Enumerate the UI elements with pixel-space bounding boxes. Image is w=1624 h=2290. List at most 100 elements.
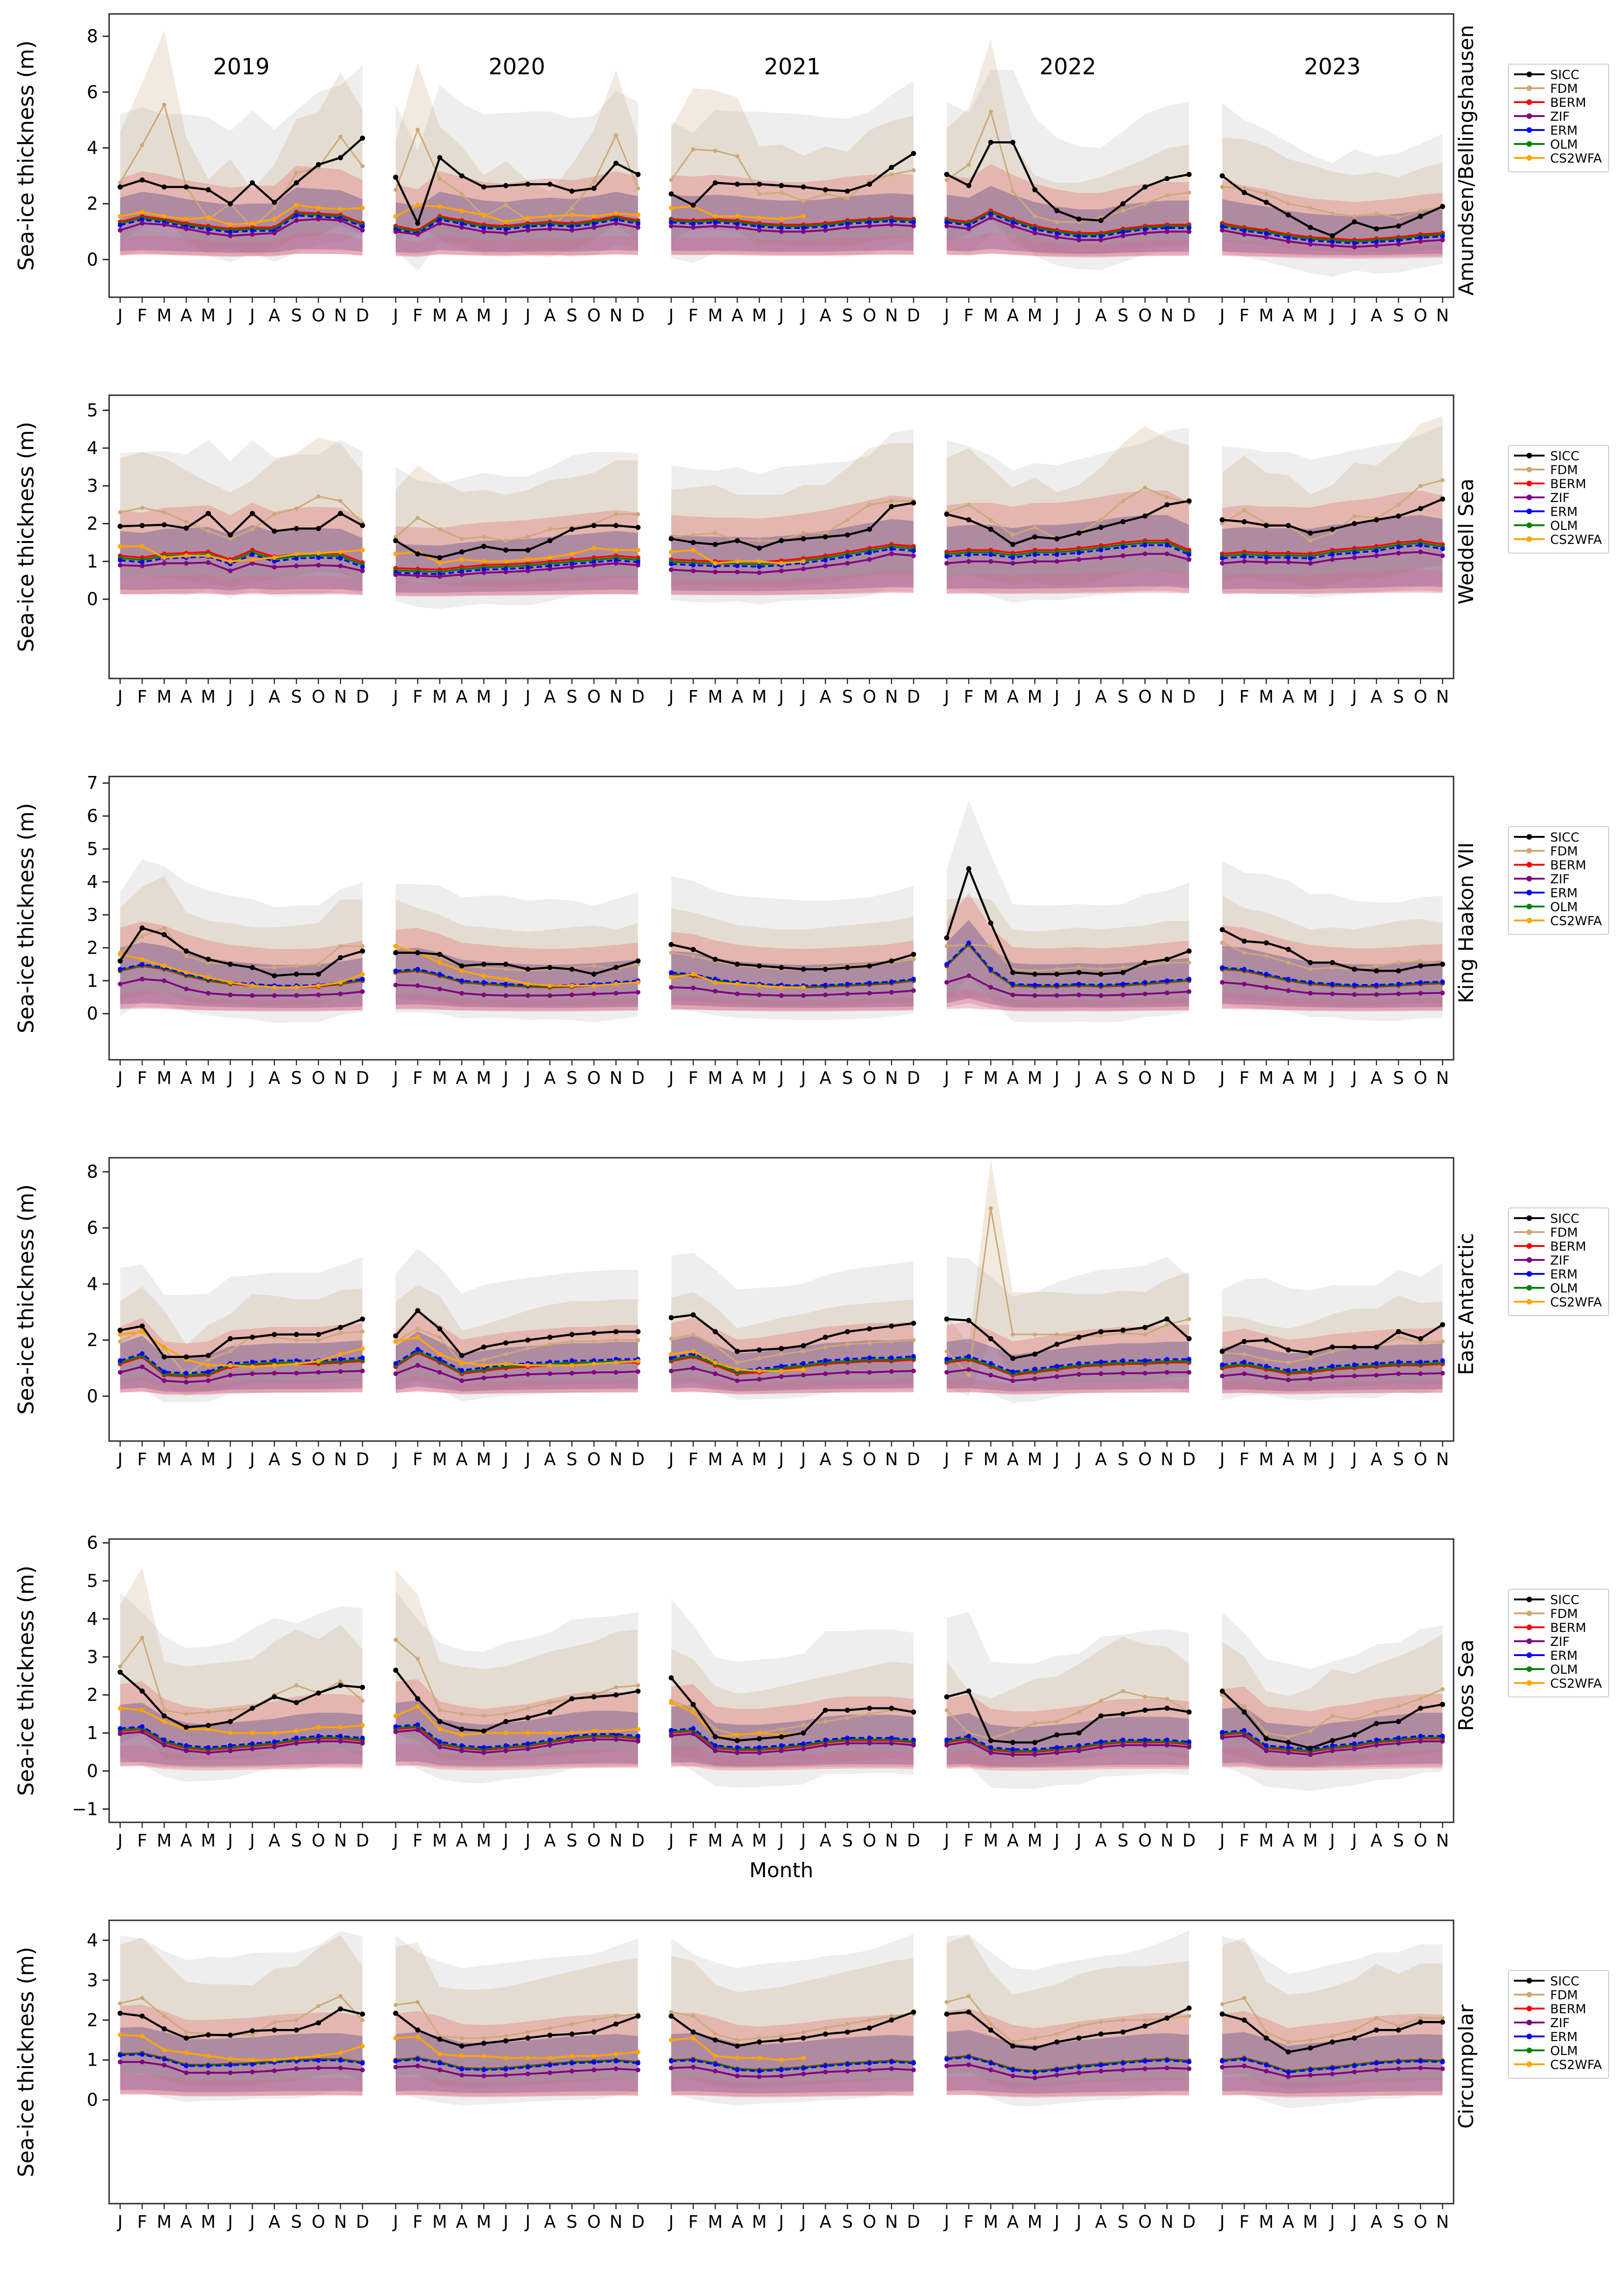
series-marker-fdm [316, 1338, 321, 1343]
series-marker-fdm [757, 1356, 762, 1361]
series-marker-sicc [988, 527, 993, 532]
series-marker-erm [1010, 220, 1015, 225]
series-marker-fdm [1242, 1704, 1246, 1709]
series-marker-sicc [889, 1323, 894, 1329]
series-marker-zif [1330, 992, 1335, 997]
series-marker-zif [1264, 985, 1269, 990]
x-tick-label: A [268, 1449, 280, 1469]
series-marker-cs2wfa [459, 2054, 464, 2059]
series-marker-erm [206, 1745, 211, 1750]
series-marker-zif [867, 1370, 872, 1375]
series-marker-cs2wfa [437, 1351, 442, 1357]
legend-marker-sicc [1526, 1597, 1532, 1602]
x-tick-label: J [1329, 1068, 1335, 1088]
series-marker-cs2wfa [591, 546, 596, 551]
x-tick-label: M [983, 306, 998, 326]
series-marker-erm [1187, 1739, 1192, 1744]
series-marker-zif [691, 225, 696, 230]
series-marker-fdm [1055, 1719, 1059, 1724]
series-marker-zif [503, 569, 509, 574]
series-marker-fdm [1396, 502, 1401, 507]
series-line-zif [395, 222, 639, 235]
series-marker-cs2wfa [503, 559, 509, 564]
series-marker-fdm [1242, 1352, 1246, 1357]
series-marker-zif [823, 1742, 828, 1748]
legend-label-berm: BERM [1550, 96, 1586, 110]
series-marker-fdm [206, 529, 210, 534]
series-marker-erm [635, 1734, 640, 1739]
y-tick-label: 2 [87, 2010, 98, 2030]
series-marker-sicc [1264, 1337, 1269, 1343]
series-marker-erm [294, 1735, 299, 1741]
x-tick-label: M [708, 1831, 723, 1851]
y-tick-label: 0 [87, 1761, 98, 1781]
series-marker-zif [735, 992, 740, 997]
series-line-fdm [946, 109, 1189, 223]
series-marker-sicc [393, 950, 398, 955]
x-tick-label: J [943, 1449, 949, 1469]
x-tick-label: J [249, 306, 255, 326]
series-marker-zif [735, 1378, 740, 1383]
x-tick-label: J [668, 2212, 674, 2232]
series-marker-zif [713, 989, 718, 994]
series-marker-fdm [1099, 2020, 1103, 2024]
series-marker-cs2wfa [415, 202, 420, 208]
series-marker-zif [669, 2065, 674, 2070]
band-zif [946, 1750, 1189, 1768]
x-tick-label: D [1182, 687, 1196, 707]
series-marker-fdm [691, 2014, 696, 2018]
legend-label-cs2wfa: CS2WFA [1550, 1295, 1602, 1310]
x-tick-label: O [312, 306, 325, 326]
series-marker-fdm [1032, 1332, 1037, 1337]
legend-marker-zif [1526, 495, 1532, 500]
series-marker-sicc [1418, 506, 1423, 511]
x-tick-label: A [1283, 1449, 1294, 1469]
series-marker-zif [569, 228, 574, 233]
band-zif [120, 233, 363, 256]
series-marker-sicc [1164, 176, 1170, 182]
x-tick-label: M [1259, 2212, 1274, 2232]
legend-marker-fdm [1526, 1992, 1532, 1997]
series-marker-zif [757, 228, 762, 233]
series-marker-sicc [293, 2027, 299, 2033]
series-marker-zif [437, 2068, 442, 2073]
series-marker-fdm [459, 2036, 464, 2040]
series-marker-zif [569, 565, 574, 570]
series-marker-fdm [735, 1360, 740, 1365]
series-marker-sicc [459, 173, 464, 179]
series-marker-cs2wfa [294, 2055, 299, 2061]
series-marker-zif [1352, 244, 1357, 249]
series-line-zif [120, 561, 363, 572]
series-marker-sicc [459, 1353, 464, 1358]
legend-label-erm: ERM [1550, 886, 1578, 900]
series-marker-erm [966, 2055, 972, 2060]
legend-label-olm: OLM [1550, 2044, 1578, 2058]
series-marker-sicc [613, 161, 619, 166]
x-tick-label: S [567, 1449, 578, 1469]
series-marker-fdm [911, 1338, 916, 1343]
series-marker-fdm [459, 1712, 464, 1716]
x-tick-label: A [731, 1068, 743, 1088]
series-marker-sicc [437, 2036, 443, 2042]
x-tick-label: M [1259, 1068, 1274, 1088]
series-marker-fdm [945, 2000, 949, 2004]
band-zif [671, 570, 914, 595]
series-marker-erm [966, 1354, 972, 1359]
series-marker-zif [889, 990, 894, 995]
x-tick-label: A [544, 687, 555, 707]
series-marker-zif [1286, 560, 1291, 565]
series-marker-sicc [415, 2027, 420, 2033]
series-marker-sicc [1186, 1336, 1192, 1342]
y-tick-label: 6 [87, 1218, 98, 1238]
series-line-zif [120, 978, 363, 997]
series-marker-cs2wfa [338, 549, 343, 555]
y-axis-label: Sea-ice thickness (m) [13, 1947, 39, 2177]
region-label: Circumpolar [1454, 2004, 1478, 2129]
x-tick-label: D [907, 2212, 920, 2232]
x-tick-label: M [708, 2212, 723, 2232]
series-marker-erm [1264, 555, 1269, 560]
series-marker-fdm [482, 1714, 486, 1718]
series-marker-cs2wfa [735, 214, 740, 219]
series-marker-zif [1076, 557, 1082, 562]
x-tick-label: F [413, 1449, 423, 1469]
